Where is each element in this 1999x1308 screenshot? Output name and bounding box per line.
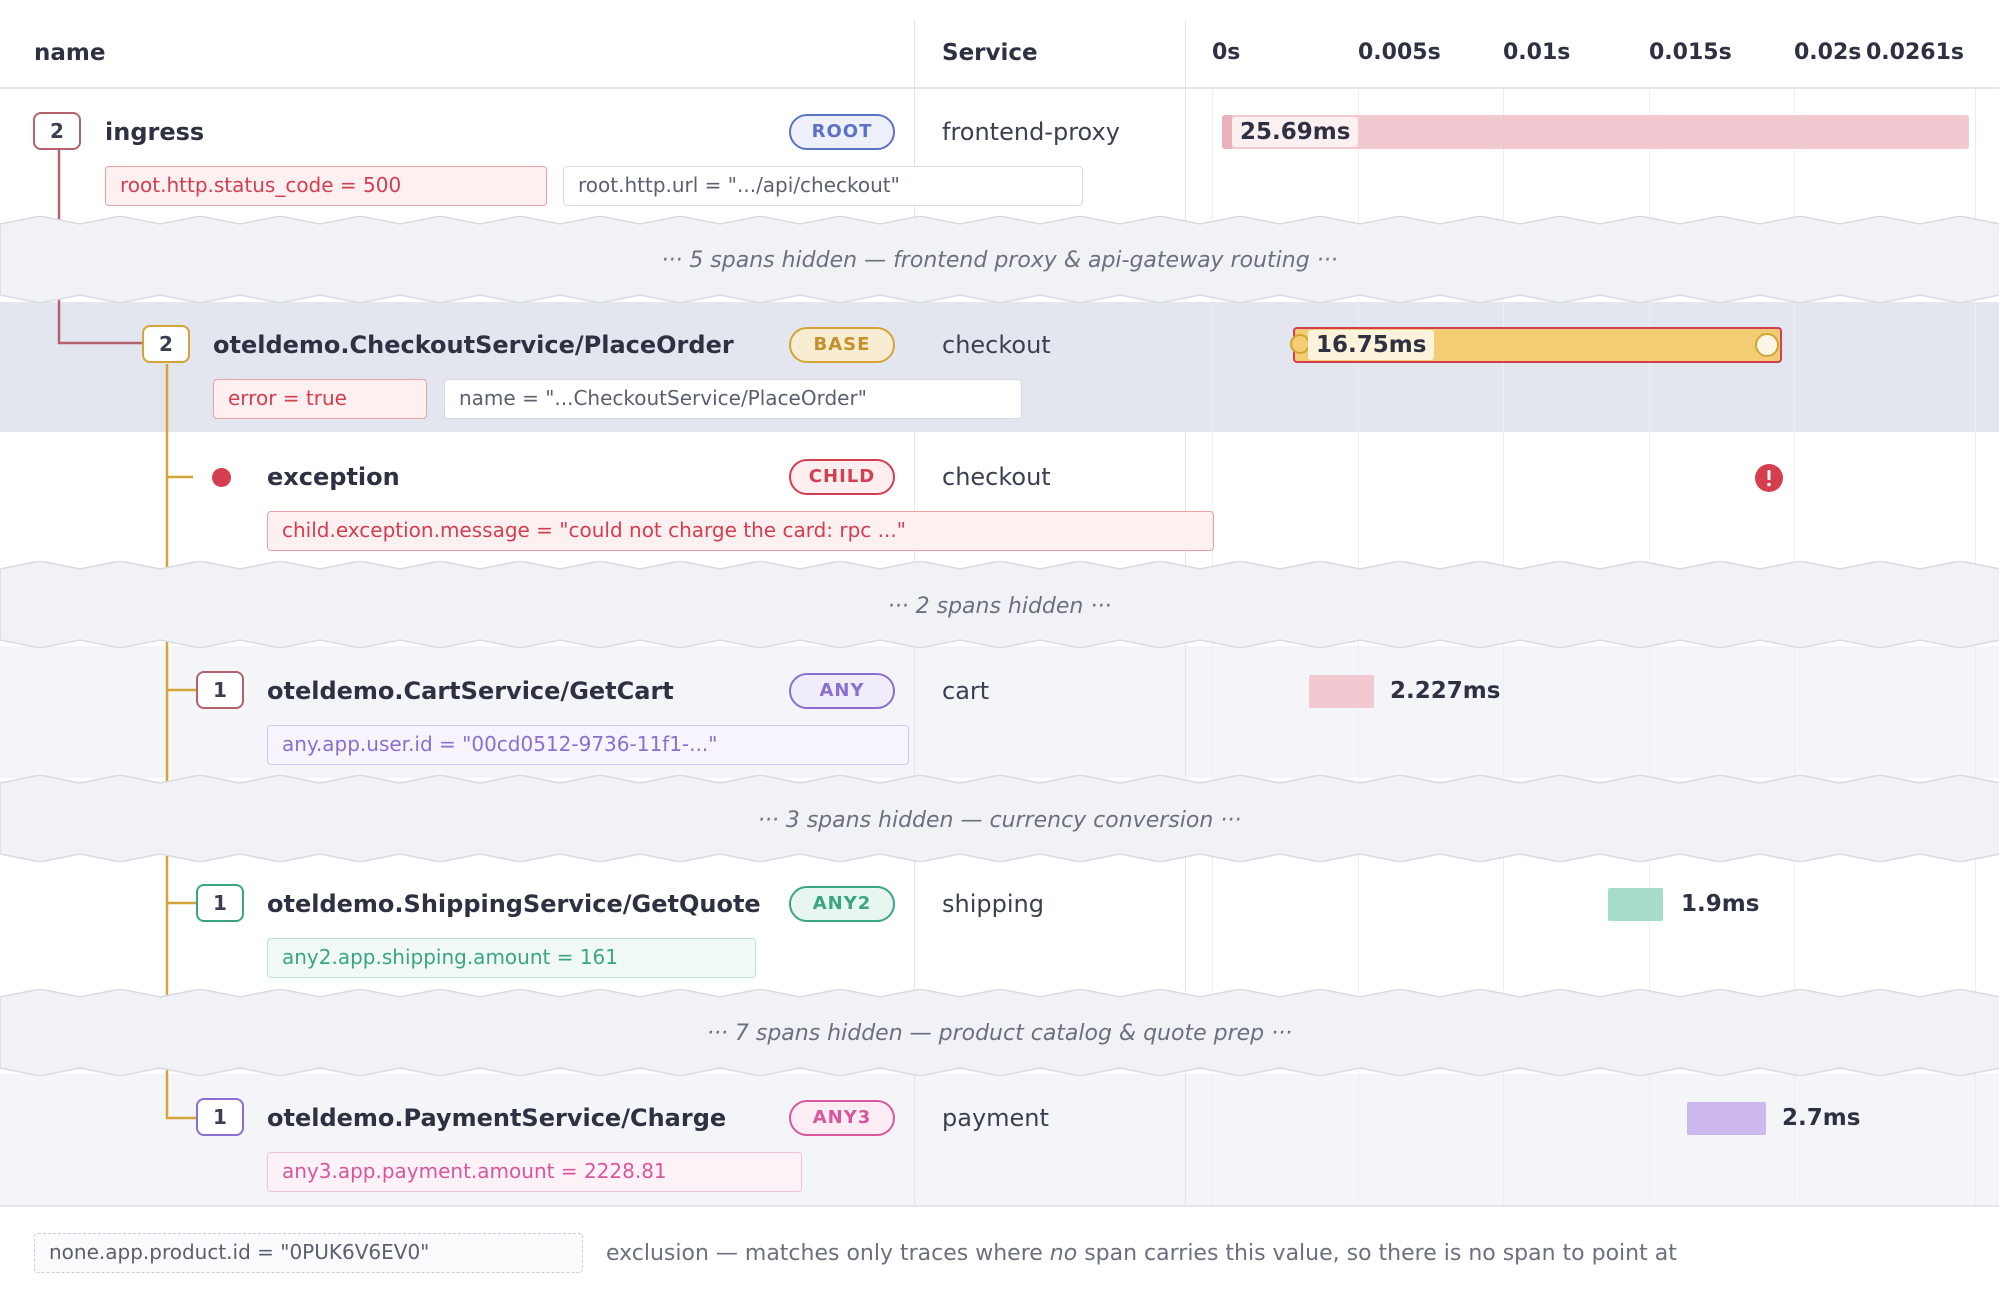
timeline-tick: 0.005s	[1358, 40, 1441, 65]
span-name[interactable]: oteldemo.CheckoutService/PlaceOrder	[213, 331, 734, 359]
timeline-tick: 0.02s	[1794, 40, 1862, 65]
span-bar-start-handle[interactable]	[1290, 334, 1310, 354]
attribute-chip[interactable]: child.exception.message = "could not cha…	[267, 511, 1214, 551]
exclusion-note-text: exclusion — matches only traces where	[606, 1241, 1050, 1266]
hidden-spans-label[interactable]: ··· 3 spans hidden — currency conversion…	[757, 808, 1242, 833]
span-count-badge[interactable]: 1	[196, 1098, 244, 1136]
timeline-gridline	[1212, 88, 1213, 1206]
timeline-tick: 0s	[1212, 40, 1241, 65]
timeline-gridline	[1649, 88, 1650, 1206]
attribute-chip[interactable]: root.http.url = ".../api/checkout"	[563, 166, 1083, 206]
role-badge-any: ANY	[789, 673, 895, 709]
timeline-tick: 0.015s	[1649, 40, 1732, 65]
hidden-spans-label[interactable]: ··· 2 spans hidden ···	[887, 594, 1112, 619]
role-badge-root: ROOT	[789, 114, 895, 150]
span-duration-bar[interactable]	[1309, 675, 1374, 708]
span-count-badge[interactable]: 2	[33, 112, 81, 150]
span-name[interactable]: ingress	[105, 118, 205, 146]
exclusion-note-text: span carries this value, so there is no …	[1077, 1241, 1677, 1266]
span-bar-start-marker	[1222, 115, 1232, 149]
span-duration-bar[interactable]	[1608, 888, 1663, 921]
attribute-chip[interactable]: any.app.user.id = "00cd0512-9736-11f1-..…	[267, 725, 909, 765]
timeline-gridline	[1975, 88, 1976, 1206]
span-name[interactable]: exception	[267, 463, 400, 491]
event-dot-icon	[212, 468, 231, 487]
column-header-name[interactable]: name	[34, 40, 106, 66]
hidden-spans-label[interactable]: ··· 5 spans hidden — frontend proxy & ap…	[661, 248, 1338, 273]
timeline-gridline	[1503, 88, 1504, 1206]
span-duration-label: 16.75ms	[1308, 330, 1435, 360]
footer-divider	[0, 1205, 1999, 1207]
attribute-chip[interactable]: root.http.status_code = 500	[105, 166, 547, 206]
role-badge-base: BASE	[789, 327, 895, 363]
service-name: cart	[942, 677, 990, 705]
exclusion-note: exclusion — matches only traces where no…	[606, 1241, 1677, 1266]
exception-alert-icon[interactable]	[1754, 463, 1784, 493]
attribute-chip[interactable]: any2.app.shipping.amount = 161	[267, 938, 756, 978]
column-header-service[interactable]: Service	[942, 40, 1038, 66]
span-name[interactable]: oteldemo.ShippingService/GetQuote	[267, 890, 761, 918]
span-count-badge[interactable]: 1	[196, 671, 244, 709]
span-duration-label: 1.9ms	[1681, 891, 1760, 917]
role-badge-any3: ANY3	[789, 1100, 895, 1136]
role-badge-child: CHILD	[789, 459, 895, 495]
service-name: checkout	[942, 331, 1051, 359]
timeline-tick: 0.0261s	[1866, 40, 1964, 65]
span-duration-label: 2.7ms	[1782, 1105, 1861, 1131]
service-name: checkout	[942, 463, 1051, 491]
span-name[interactable]: oteldemo.PaymentService/Charge	[267, 1104, 727, 1132]
span-duration-bar[interactable]	[1687, 1102, 1766, 1135]
exclusion-attribute-chip[interactable]: none.app.product.id = "0PUK6V6EV0"	[34, 1233, 583, 1273]
attribute-chip[interactable]: error = true	[213, 379, 427, 419]
service-name: frontend-proxy	[942, 118, 1120, 146]
hidden-spans-label[interactable]: ··· 7 spans hidden — product catalog & q…	[706, 1021, 1293, 1046]
span-count-badge[interactable]: 2	[142, 325, 190, 363]
timeline-tick: 0.01s	[1503, 40, 1571, 65]
span-bar-end-handle[interactable]	[1755, 333, 1779, 357]
role-badge-any2: ANY2	[789, 886, 895, 922]
span-duration-label: 2.227ms	[1390, 678, 1501, 704]
attribute-chip[interactable]: name = "...CheckoutService/PlaceOrder"	[444, 379, 1022, 419]
attribute-chip[interactable]: any3.app.payment.amount = 2228.81	[267, 1152, 802, 1192]
timeline-gridline	[1358, 88, 1359, 1206]
service-name: shipping	[942, 890, 1044, 918]
hidden-spans-band[interactable]	[0, 216, 1999, 303]
span-duration-label: 25.69ms	[1232, 117, 1359, 147]
exclusion-note-emphasis: no	[1049, 1241, 1078, 1266]
span-name[interactable]: oteldemo.CartService/GetCart	[267, 677, 674, 705]
span-count-badge[interactable]: 1	[196, 884, 244, 922]
header-divider	[0, 87, 1999, 89]
service-name: payment	[942, 1104, 1049, 1132]
